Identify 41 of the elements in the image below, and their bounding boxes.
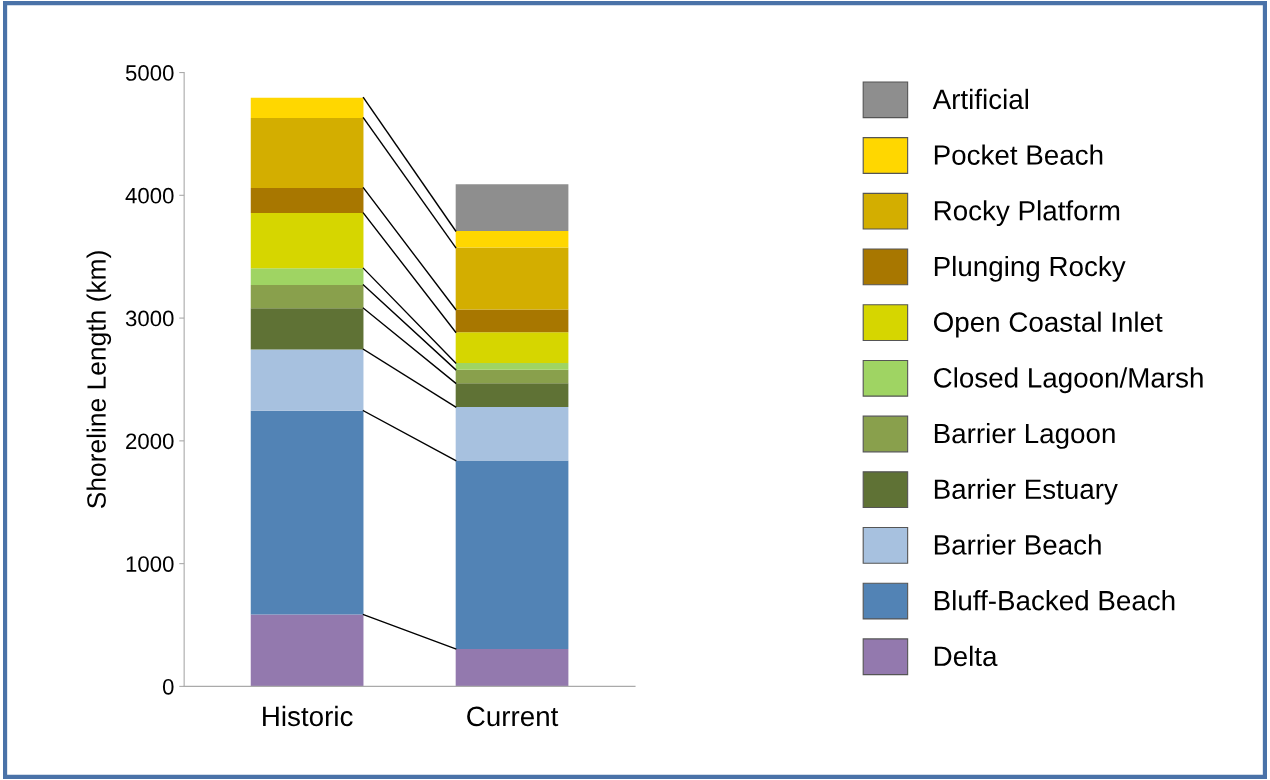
legend-label: Delta [934,645,998,667]
y-tick-label: 0 [162,678,174,695]
bar [455,230,569,248]
y-tick-label: 5000 [125,65,174,81]
bar [250,97,364,118]
bar [250,410,364,615]
bar [455,648,569,687]
bar [250,614,364,687]
legend-label: Barrier Beach [934,534,1101,555]
y-tick-label: 2000 [126,433,174,450]
legend-label: Plunging Rocky [934,255,1126,282]
bar [455,247,569,310]
bar [455,383,569,408]
legend-label: Bluff-Backed Beach [934,590,1175,611]
bar [455,362,569,370]
legend-label: Open Coastal Inlet [933,311,1163,338]
bar [250,213,364,269]
x-tick-label: Historic [263,705,353,727]
y-tick-label: 3000 [125,310,174,327]
y-tick-label: 1000 [126,556,174,572]
bar [250,117,364,188]
y-tick-label: 4000 [125,187,174,204]
legend-label: Closed Lagoon/Marsh [934,367,1203,394]
bar [455,184,569,231]
legend-label: Barrier Estuary [934,478,1118,505]
bar [455,309,569,333]
bar [250,308,364,350]
bar [250,349,364,411]
legend-label: Artificial [932,88,1029,110]
legend-label: Barrier Lagoon [934,422,1115,449]
legend-label: Rocky Platform [934,200,1120,227]
legend-label: Pocket Beach [934,144,1103,165]
bar [455,369,569,384]
bar [455,332,569,363]
x-tick-label: Current [467,706,559,727]
bar [250,284,364,309]
bar [250,268,364,285]
bar [250,187,364,214]
bar [455,407,569,461]
y-axis-title: Shoreline Length (km) [86,251,112,509]
bar [455,460,569,649]
